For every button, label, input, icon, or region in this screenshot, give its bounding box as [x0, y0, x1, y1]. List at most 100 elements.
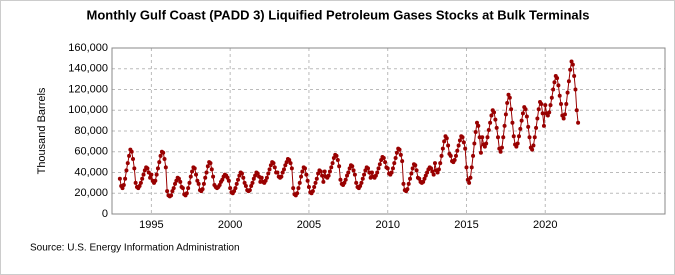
data-point	[127, 153, 132, 158]
data-point	[190, 169, 195, 174]
data-point	[194, 172, 199, 177]
data-point	[545, 113, 550, 118]
data-point	[312, 185, 317, 190]
data-point	[195, 178, 200, 183]
data-point	[120, 186, 125, 191]
data-point	[564, 102, 569, 107]
data-point	[287, 158, 292, 163]
data-point	[486, 127, 491, 132]
data-point	[408, 176, 413, 181]
data-point	[289, 166, 294, 171]
data-point	[405, 187, 410, 192]
data-point	[543, 103, 548, 108]
data-point	[474, 120, 479, 125]
y-tick-label: 120,000	[68, 83, 108, 95]
data-point	[255, 171, 260, 176]
data-point	[249, 183, 254, 188]
data-point	[138, 180, 143, 185]
data-point	[217, 182, 222, 187]
data-point	[472, 141, 477, 146]
data-point	[342, 180, 347, 185]
data-point	[188, 174, 193, 179]
data-point	[526, 124, 531, 129]
data-point	[366, 166, 371, 171]
data-point	[149, 172, 154, 177]
data-point	[334, 153, 339, 158]
data-point	[373, 173, 378, 178]
data-point	[279, 174, 284, 179]
data-point	[178, 179, 183, 184]
data-point	[414, 168, 419, 173]
data-point	[473, 130, 478, 135]
data-point	[306, 185, 311, 190]
data-point	[540, 111, 545, 116]
data-point	[456, 143, 461, 148]
data-point	[385, 166, 390, 171]
data-point	[242, 180, 247, 185]
data-point	[488, 120, 493, 125]
data-point	[492, 110, 497, 115]
data-point	[208, 161, 213, 166]
data-point	[226, 178, 231, 183]
data-point	[326, 173, 331, 178]
data-point	[501, 135, 506, 140]
x-tick-label: 2005	[297, 219, 321, 231]
data-point	[507, 95, 512, 100]
data-point	[239, 171, 244, 176]
data-point	[267, 167, 272, 172]
data-point	[551, 87, 556, 92]
data-point	[201, 181, 206, 186]
data-point	[485, 135, 490, 140]
data-point	[515, 141, 520, 146]
data-point	[131, 157, 136, 162]
data-point	[321, 179, 326, 184]
data-point	[247, 188, 252, 193]
data-point	[410, 166, 415, 171]
data-point	[430, 169, 435, 174]
data-point	[272, 165, 277, 170]
data-point	[464, 165, 469, 170]
data-point	[305, 178, 310, 183]
data-point	[524, 114, 529, 119]
data-point	[482, 144, 487, 149]
data-point	[523, 107, 528, 112]
x-tick-label: 2010	[375, 219, 399, 231]
data-point	[129, 149, 134, 154]
data-point	[440, 146, 445, 151]
data-point	[327, 169, 332, 174]
data-point	[471, 153, 476, 158]
data-point	[377, 162, 382, 167]
data-point	[233, 186, 238, 191]
data-point	[398, 152, 403, 157]
data-point	[448, 153, 453, 158]
y-tick-label: 80,000	[74, 125, 108, 137]
data-point	[455, 148, 460, 153]
data-point	[510, 120, 515, 125]
data-point	[509, 107, 514, 112]
y-axis-label: Thousand Barrels	[36, 87, 48, 174]
data-point	[297, 180, 302, 185]
data-point	[397, 147, 402, 152]
data-point	[435, 170, 440, 175]
data-point	[236, 177, 241, 182]
data-point	[444, 136, 449, 141]
data-point	[360, 176, 365, 181]
data-point	[204, 170, 209, 175]
chart-title: Monthly Gulf Coast (PADD 3) Liquified Pe…	[87, 7, 590, 22]
data-point	[153, 178, 158, 183]
data-point	[322, 169, 327, 174]
data-point	[281, 167, 286, 172]
data-point	[345, 173, 350, 178]
data-point	[421, 179, 426, 184]
data-point	[432, 161, 437, 166]
data-point	[460, 135, 465, 140]
x-tick-label: 2020	[533, 219, 557, 231]
data-point	[425, 170, 430, 175]
data-point	[291, 186, 296, 191]
data-point	[494, 125, 499, 130]
data-point	[438, 161, 443, 166]
data-point	[180, 186, 185, 191]
data-point	[417, 176, 422, 181]
data-point	[499, 145, 504, 150]
